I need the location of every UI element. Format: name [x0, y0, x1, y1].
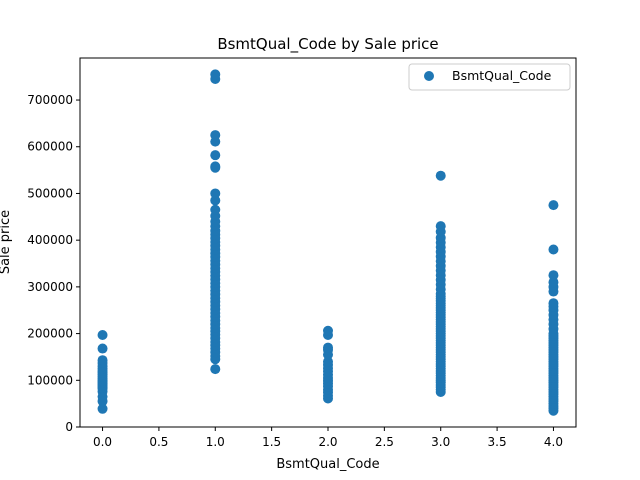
scatter-point: [97, 355, 108, 366]
scatter-point: [210, 130, 221, 141]
x-axis-label: BsmtQual_Code: [276, 457, 379, 472]
y-tick-label: 300000: [27, 280, 73, 294]
chart-title: BsmtQual_Code by Sale price: [217, 35, 438, 54]
y-axis-ticks: 0 100000 200000 300000 400000 500000 600000 700…: [27, 93, 80, 434]
scatter-point: [97, 403, 108, 414]
scatter-point: [210, 195, 221, 206]
x-axis-ticks: 0.0 0.5 1.0 1.5 2.0 2.5 3.0 3.5 4.0: [93, 427, 563, 449]
scatter-point: [97, 343, 108, 354]
scatter-point: [435, 221, 446, 232]
legend: BsmtQual_Code: [408, 63, 571, 91]
y-tick-label: 500000: [27, 186, 73, 200]
y-tick-label: 0: [65, 420, 73, 434]
x-tick-label: 2.0: [318, 435, 337, 449]
scatter-point: [210, 69, 221, 80]
scatter-point: [97, 329, 108, 340]
x-tick-label: 1.5: [262, 435, 281, 449]
y-axis-label: Sale price: [0, 210, 13, 274]
x-tick-label: 3.5: [488, 435, 507, 449]
scatter-point: [548, 244, 559, 255]
scatter-point: [210, 188, 221, 199]
y-tick-label: 100000: [27, 373, 73, 387]
scatter-point: [548, 277, 559, 288]
y-tick-label: 400000: [27, 233, 73, 247]
x-tick-label: 1.0: [206, 435, 225, 449]
x-tick-label: 0.5: [149, 435, 168, 449]
scatter-point: [210, 364, 221, 375]
y-tick-label: 700000: [27, 93, 73, 107]
scatter-point: [435, 170, 446, 181]
y-tick-label: 200000: [27, 327, 73, 341]
scatter-point: [323, 325, 333, 336]
scatter-point: [323, 356, 333, 367]
y-tick-label: 600000: [27, 140, 73, 154]
x-tick-label: 0.0: [93, 435, 112, 449]
legend-marker: [424, 71, 434, 81]
scatter-point: [548, 270, 559, 281]
scatter-point: [548, 200, 559, 211]
legend-frame: [408, 63, 571, 91]
scatter-point: [210, 204, 221, 215]
legend-label: BsmtQual_Code: [452, 68, 552, 83]
scatter-point: [323, 342, 333, 353]
scatter-point: [548, 298, 559, 309]
scatter-point: [210, 150, 221, 161]
points-layer: [97, 69, 559, 416]
scatter-point: [210, 161, 221, 172]
x-tick-label: 3.0: [431, 435, 450, 449]
x-tick-label: 4.0: [544, 435, 563, 449]
x-tick-label: 2.5: [375, 435, 394, 449]
